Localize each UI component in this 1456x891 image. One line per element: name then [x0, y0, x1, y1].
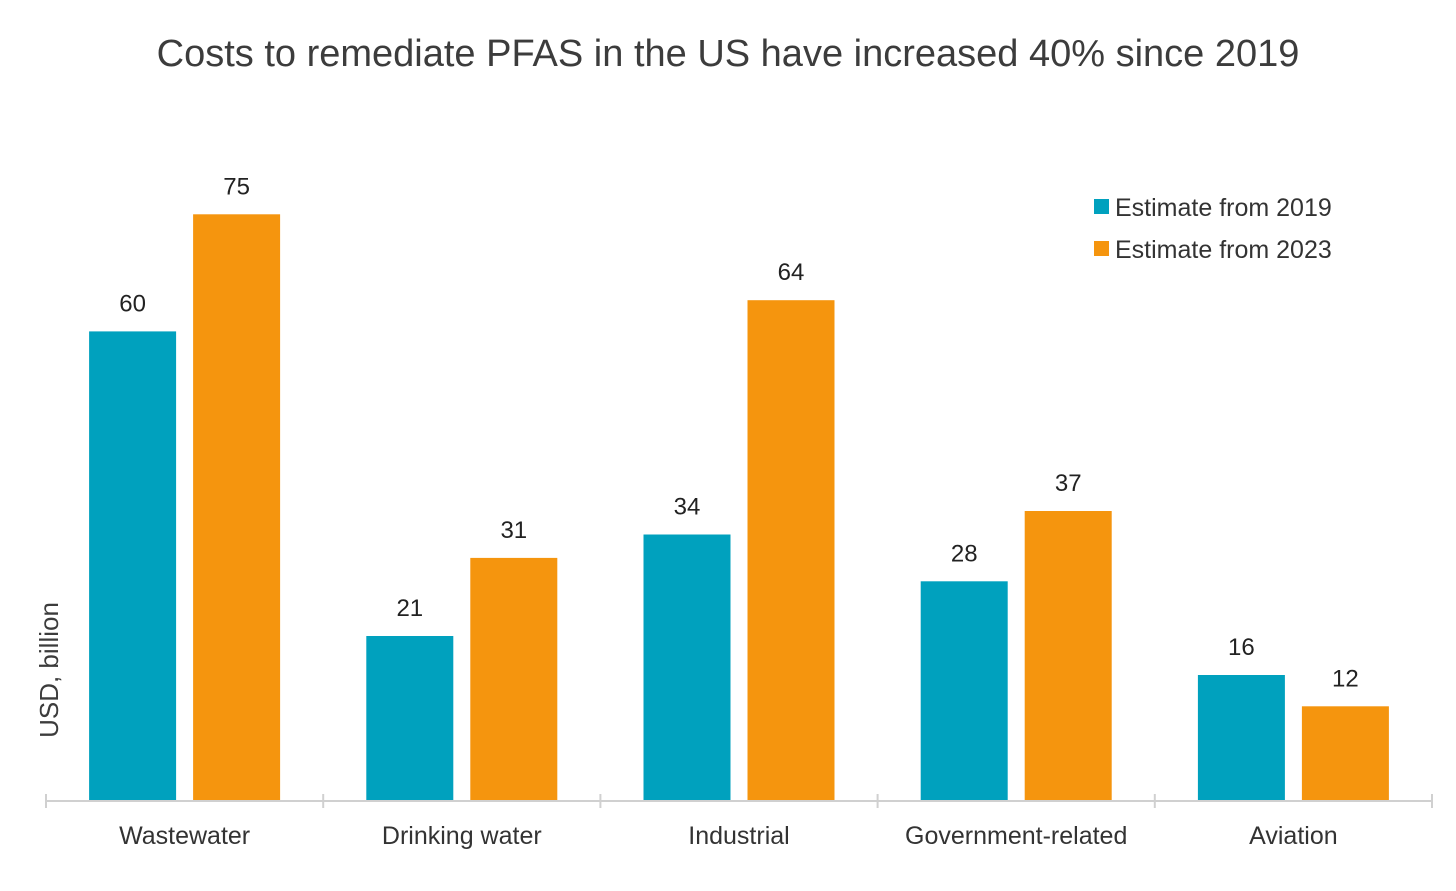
x-tick-label-aviation: Aviation	[1249, 822, 1338, 850]
x-axis	[45, 794, 1433, 808]
data-label-industrial-2019: 34	[674, 494, 701, 521]
bar-aviation-2023	[1301, 706, 1389, 800]
legend-label-estimate-from-2019: Estimate from 2019	[1115, 194, 1332, 222]
data-label-drinking-water-2019: 21	[396, 595, 423, 622]
legend: Estimate from 2019 Estimate from 2023	[1094, 194, 1332, 264]
x-tick-label-industrial: Industrial	[688, 822, 789, 850]
y-axis-label: USD, billion	[34, 602, 64, 738]
chart-title: Costs to remediate PFAS in the US have i…	[157, 33, 1300, 75]
bar-industrial-2023	[747, 300, 835, 800]
x-tick-label-wastewater: Wastewater	[119, 822, 250, 850]
bar-drinking-water-2019	[366, 636, 454, 800]
bar-wastewater-2023	[193, 214, 281, 801]
data-label-wastewater-2023: 75	[223, 173, 250, 200]
bar-drinking-water-2023	[470, 557, 558, 800]
x-tick-label-government-related: Government-related	[905, 822, 1127, 850]
bars-layer	[89, 214, 1389, 801]
legend-swatch-estimate-from-2019	[1094, 199, 1109, 214]
data-label-industrial-2023: 64	[778, 259, 805, 286]
data-label-aviation-2023: 12	[1332, 665, 1359, 692]
bar-government-related-2023	[1024, 511, 1112, 800]
data-label-aviation-2019: 16	[1228, 634, 1255, 661]
legend-swatch-estimate-from-2023	[1094, 241, 1109, 256]
data-label-government-related-2023: 37	[1055, 470, 1082, 497]
data-label-drinking-water-2023: 31	[500, 517, 527, 544]
x-tick-label-drinking-water: Drinking water	[382, 822, 542, 850]
category-labels: Wastewater Drinking water Industrial Govern…	[119, 822, 1338, 850]
legend-label-estimate-from-2023: Estimate from 2023	[1115, 236, 1332, 264]
data-label-wastewater-2019: 60	[119, 290, 146, 317]
bar-aviation-2019	[1197, 675, 1285, 800]
bar-industrial-2019	[643, 534, 731, 800]
data-label-government-related-2019: 28	[951, 540, 978, 567]
value-labels-layer: 60 75 21 31 34 64 28 37 16 12	[119, 173, 1359, 692]
bar-government-related-2019	[920, 581, 1008, 800]
bar-wastewater-2019	[89, 331, 177, 800]
